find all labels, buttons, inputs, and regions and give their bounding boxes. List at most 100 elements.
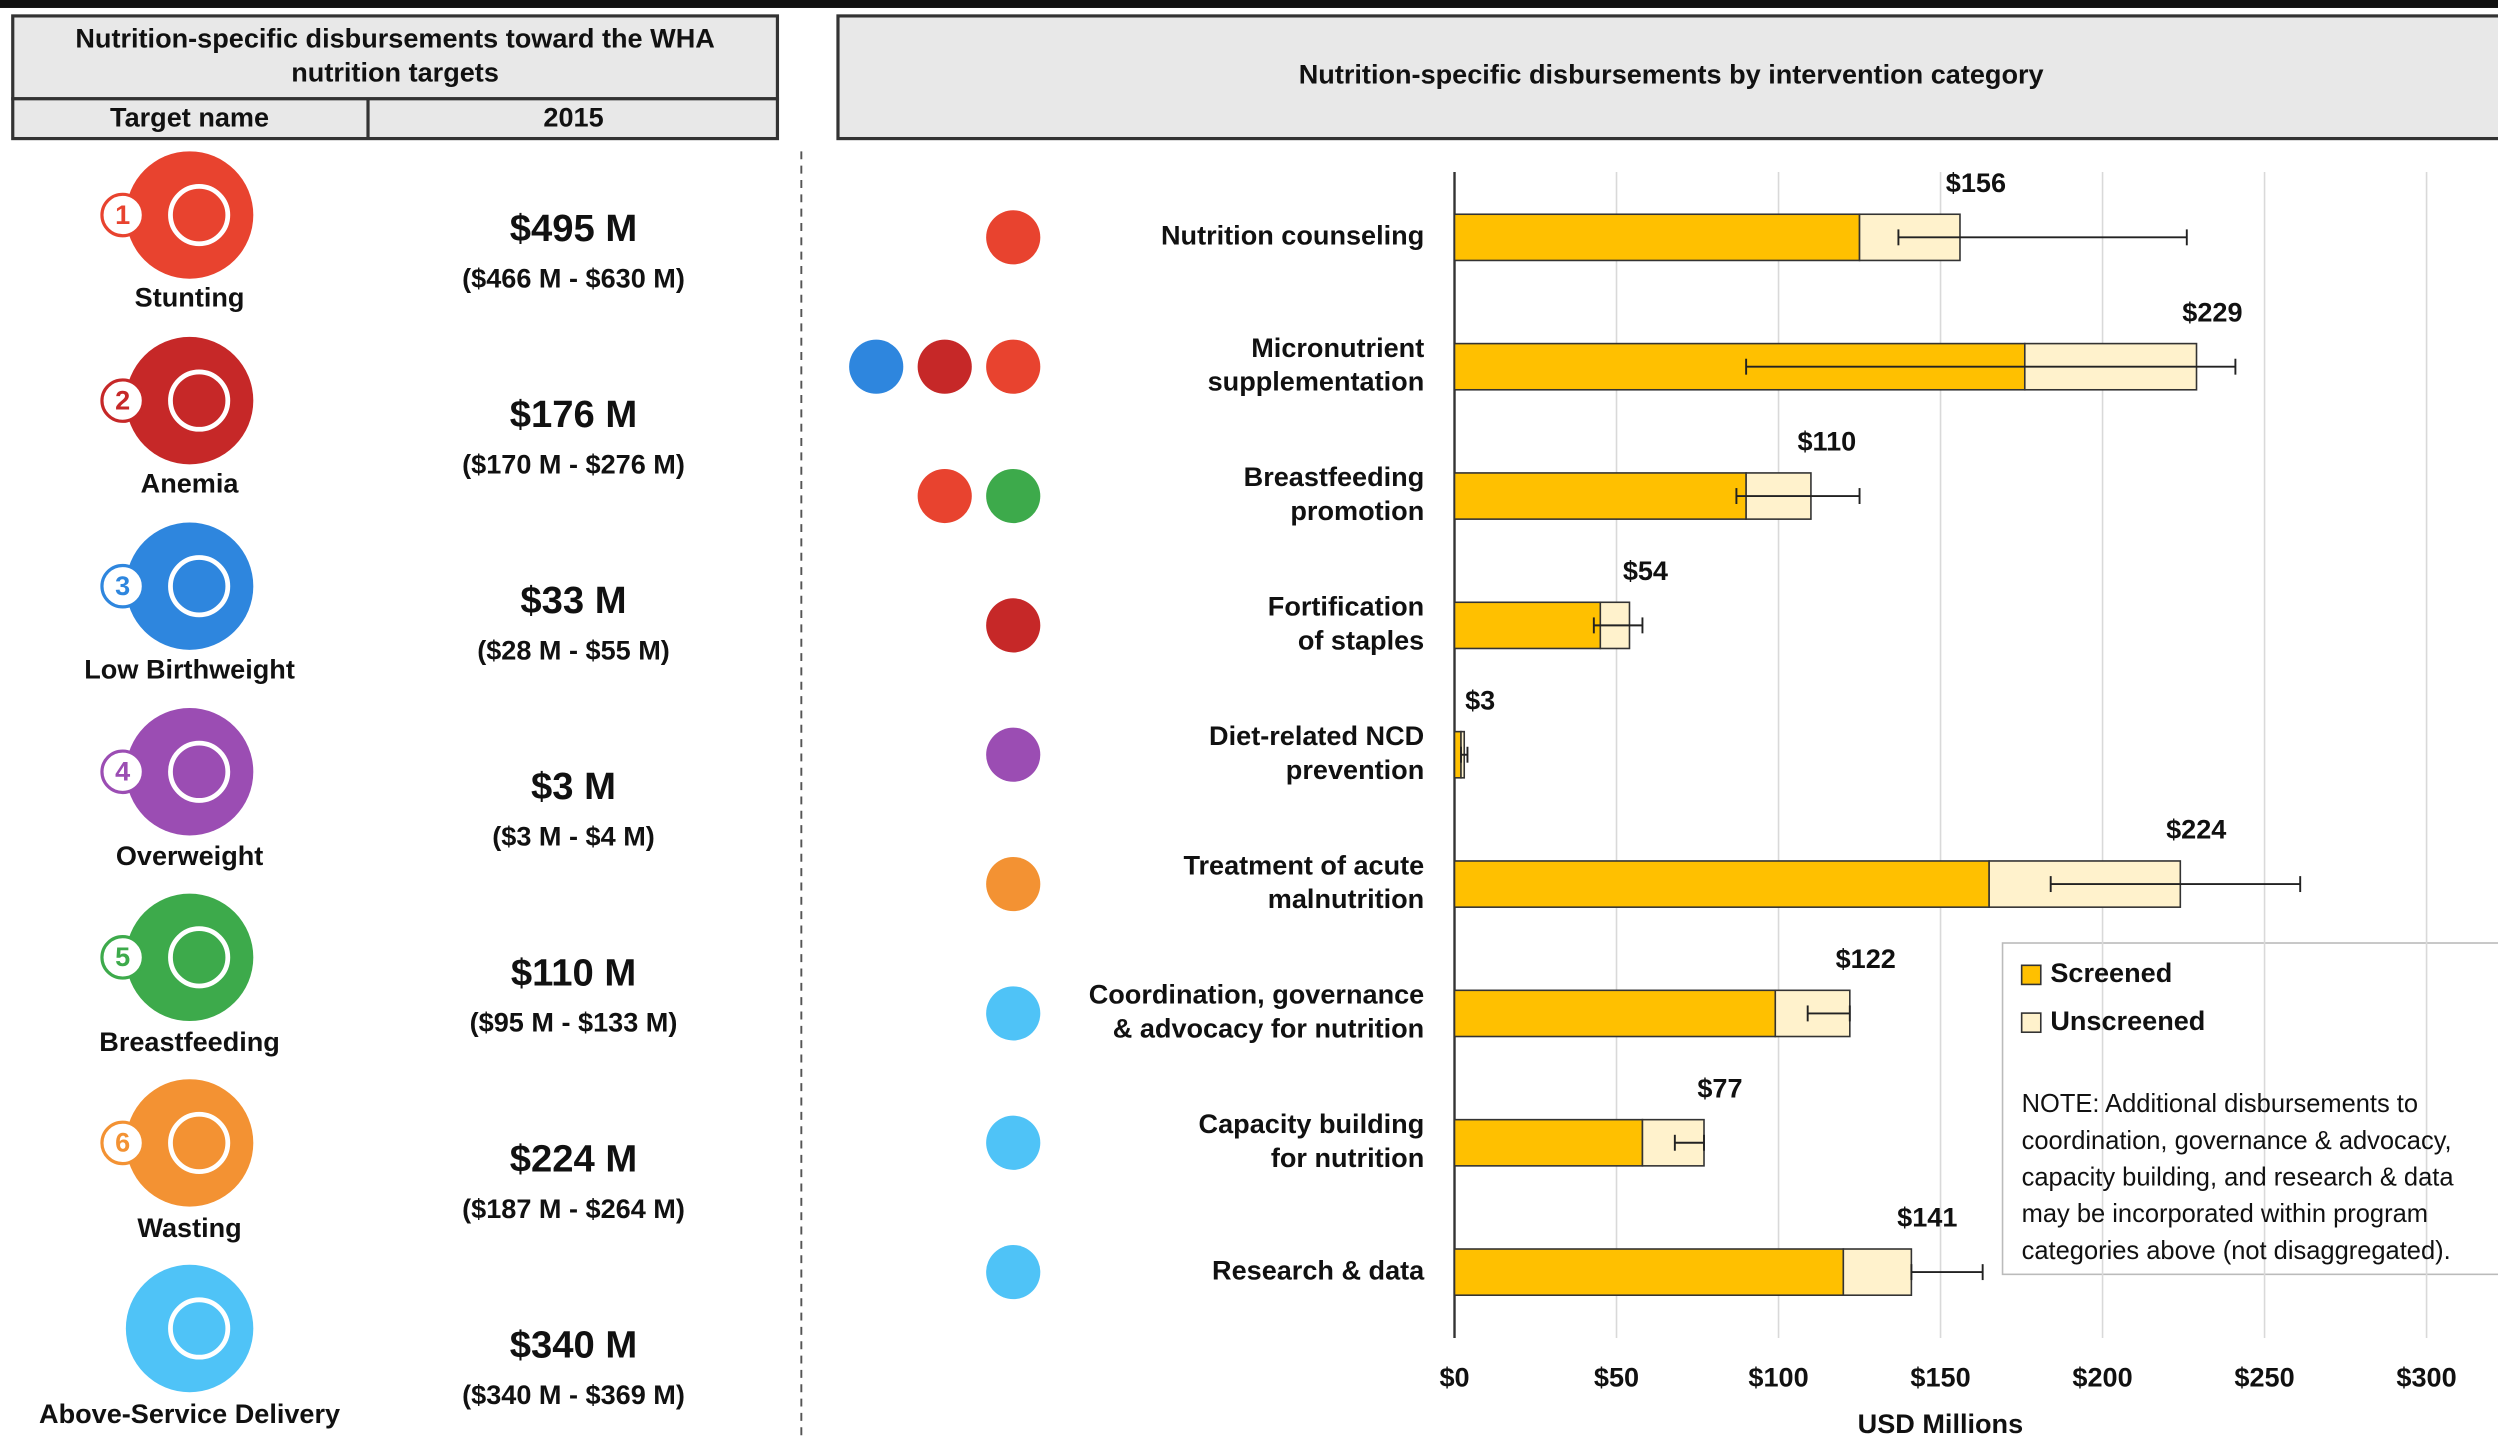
- x-axis-label: USD Millions: [1858, 1408, 2023, 1439]
- icon-figure: [168, 555, 231, 618]
- category-icon: [917, 339, 972, 394]
- bar-segment: [1453, 213, 1861, 262]
- icon-figure: [168, 1297, 231, 1360]
- x-tick-label: $250: [2234, 1362, 2294, 1393]
- target-name: Breastfeeding: [99, 1026, 280, 1057]
- target-name: Overweight: [116, 840, 263, 871]
- x-tick-label: $200: [2072, 1362, 2132, 1393]
- icon-figure: [168, 926, 231, 989]
- target-value: $33 M: [520, 579, 626, 622]
- x-tick-label: $300: [2396, 1362, 2456, 1393]
- error-bar: [1745, 358, 2237, 375]
- category-label: Diet-related NCD prevention: [1209, 720, 1424, 785]
- legend-box: [2001, 942, 2498, 1276]
- category-icon: [917, 468, 972, 524]
- total-label: $54: [1623, 555, 1668, 586]
- error-bar: [1460, 746, 1469, 763]
- legend-label: Screened: [2050, 957, 2172, 988]
- error-bar: [1735, 488, 1861, 504]
- target-name: Low Birthweight: [84, 654, 295, 685]
- target-name: Wasting: [137, 1212, 241, 1243]
- total-label: $156: [1946, 167, 2006, 198]
- error-bar: [1806, 1005, 1851, 1022]
- total-label: $110: [1797, 426, 1856, 457]
- bar-segment: [1453, 730, 1462, 779]
- target-icon: [125, 151, 254, 279]
- target-icon: [125, 1264, 254, 1393]
- note-line: capacity building, and research & data: [2022, 1163, 2455, 1191]
- category-icon: [986, 210, 1041, 265]
- x-tick-label: $0: [1439, 1362, 1469, 1393]
- table-title: Nutrition-specific disbursements toward …: [75, 23, 714, 88]
- table-header: [11, 14, 780, 101]
- note-line: coordination, governance & advocacy,: [2022, 1127, 2452, 1155]
- category-icon: [986, 856, 1041, 912]
- note-line: NOTE: Additional disbursements to: [2022, 1090, 2418, 1118]
- bar-segment: [1453, 472, 1747, 520]
- top-rule: [0, 0, 2498, 8]
- note-line: categories above (not disaggregated).: [2022, 1237, 2451, 1265]
- total-label: $141: [1897, 1202, 1957, 1233]
- column-header: [11, 97, 780, 141]
- bar-segment: [1453, 860, 1990, 908]
- total-label: $77: [1697, 1072, 1742, 1103]
- target-range: ($3 M - $4 M): [492, 821, 655, 852]
- total-label: $224: [2166, 814, 2226, 845]
- target-name: Anemia: [141, 468, 240, 499]
- bar-segment: [1453, 1248, 1845, 1296]
- target-icon: [125, 893, 254, 1022]
- icon-figure: [168, 1111, 231, 1174]
- legend-label: Unscreened: [2050, 1005, 2205, 1036]
- bar-segment: [1453, 989, 1777, 1038]
- icon-figure: [168, 369, 231, 432]
- category-icon: [986, 1115, 1041, 1170]
- target-name: Above-Service Delivery: [39, 1398, 340, 1429]
- category-icon: [849, 339, 904, 394]
- target-value: $495 M: [510, 207, 637, 250]
- chart-header: [836, 14, 2498, 141]
- category-label: Treatment of acute malnutrition: [1183, 849, 1424, 914]
- error-bar: [1910, 1264, 1984, 1281]
- badge-number: 3: [115, 570, 130, 601]
- legend-swatch: [2020, 1012, 2042, 1034]
- note-line: may be incorporated within program: [2022, 1200, 2428, 1228]
- target-icon: [125, 336, 254, 465]
- total-label: $229: [2182, 296, 2242, 327]
- category-icon: [986, 468, 1041, 524]
- x-tick-label: $100: [1748, 1362, 1808, 1393]
- icon-figure: [168, 740, 231, 803]
- chart-title: Nutrition-specific disbursements by inte…: [1299, 59, 2044, 90]
- category-icon: [986, 986, 1041, 1041]
- target-icon: [125, 1079, 254, 1207]
- target-value: $224 M: [510, 1137, 637, 1180]
- badge-number: 5: [115, 941, 130, 972]
- target-range: ($340 M - $369 M): [462, 1379, 685, 1410]
- category-label: Capacity building for nutrition: [1199, 1108, 1425, 1173]
- total-label: $122: [1836, 943, 1896, 974]
- icon-figure: [168, 183, 231, 247]
- error-bar: [1592, 617, 1644, 634]
- badge: [100, 1120, 145, 1166]
- badge-number: 2: [115, 384, 130, 415]
- target-icon: [125, 708, 254, 836]
- legend-swatch: [2020, 964, 2042, 986]
- target-value: $340 M: [510, 1323, 637, 1366]
- target-range: ($28 M - $55 M): [477, 635, 670, 666]
- badge: [100, 192, 145, 238]
- category-label: Nutrition counseling: [1161, 220, 1424, 251]
- category-label: Fortification of staples: [1268, 591, 1424, 656]
- target-name: Stunting: [135, 282, 245, 313]
- category-icon: [986, 1245, 1041, 1300]
- column-label: 2015: [543, 102, 603, 133]
- badge-number: 1: [115, 199, 130, 230]
- column-label: Target name: [110, 102, 269, 133]
- target-icon: [125, 522, 254, 650]
- badge: [100, 749, 145, 795]
- target-value: $110 M: [511, 951, 636, 994]
- target-value: $3 M: [531, 765, 616, 808]
- x-tick-label: $50: [1594, 1362, 1639, 1393]
- category-icon: [986, 339, 1041, 394]
- badge-number: 6: [115, 1127, 130, 1158]
- badge: [100, 378, 145, 423]
